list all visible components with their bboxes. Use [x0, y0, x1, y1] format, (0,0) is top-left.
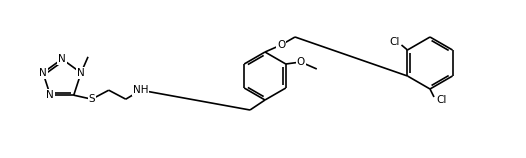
Text: S: S — [88, 94, 95, 104]
Text: N: N — [58, 54, 66, 64]
Text: N: N — [39, 68, 47, 78]
Text: N: N — [77, 68, 85, 78]
Text: O: O — [277, 40, 285, 50]
Text: Cl: Cl — [437, 95, 447, 105]
Text: Cl: Cl — [389, 37, 400, 47]
Text: NH: NH — [133, 85, 148, 95]
Text: N: N — [46, 90, 54, 100]
Text: O: O — [297, 57, 305, 67]
